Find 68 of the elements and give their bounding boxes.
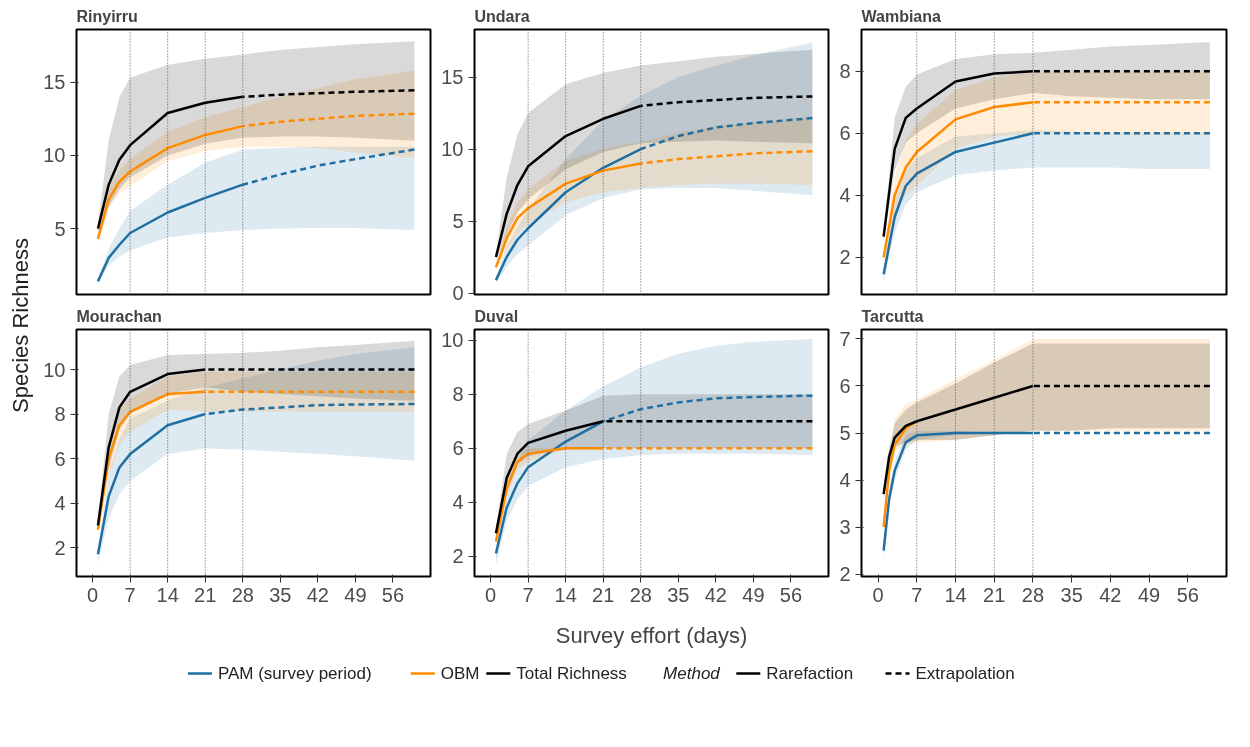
y-tick-label: 6 (54, 447, 66, 470)
x-axis-title: Survey effort (days) (555, 622, 748, 648)
x-tick-label: 49 (344, 583, 367, 606)
x-tick-label: 21 (983, 583, 1006, 606)
legend-label: OBM (440, 664, 480, 683)
y-tick-label: 2 (839, 246, 851, 269)
y-tick-label: 5 (452, 210, 464, 233)
x-tick-label: 7 (124, 583, 136, 606)
x-tick-label: 42 (1099, 583, 1122, 606)
x-tick-label: 21 (592, 583, 615, 606)
text: Extrapolation (915, 664, 1015, 683)
chart-title: Wambiana (861, 7, 942, 25)
legend-label: PAM (survey period) (217, 664, 372, 683)
x-tick-label: 7 (522, 583, 534, 606)
y-tick-label: 10 (441, 329, 464, 352)
chart-title: Duval (474, 307, 519, 325)
y-tick-label: 2 (54, 536, 66, 559)
y-tick-label: 10 (441, 138, 464, 161)
y-tick-label: 8 (54, 403, 66, 426)
x-tick-label: 28 (1021, 583, 1045, 606)
x-tick-label: 14 (944, 583, 967, 606)
y-tick-label: 3 (839, 516, 851, 539)
text: Rarefaction (766, 664, 854, 683)
legend-label: Total Richness (516, 664, 627, 683)
x-tick-label: 42 (306, 583, 329, 606)
chart-title: Rinyirru (76, 7, 138, 25)
y-tick-label: 5 (54, 217, 66, 240)
y-tick-label: 10 (43, 358, 66, 381)
y-tick-label: 10 (43, 144, 66, 167)
x-tick-label: 0 (485, 583, 497, 606)
y-tick-label: 6 (452, 437, 464, 460)
x-tick-label: 21 (194, 583, 217, 606)
x-tick-label: 28 (231, 583, 254, 606)
y-tick-label: 6 (839, 122, 851, 145)
x-tick-label: 56 (779, 583, 803, 606)
y-tick-label: 8 (452, 383, 464, 406)
x-tick-label: 42 (704, 583, 727, 606)
x-tick-label: 0 (87, 583, 99, 606)
chart-title: Undara (474, 7, 530, 25)
x-tick-label: 35 (1060, 583, 1083, 606)
legend-title: Method (663, 664, 721, 683)
x-tick-label: 0 (872, 583, 884, 606)
x-tick-label: 56 (1176, 583, 1199, 606)
x-tick-label: 14 (156, 583, 179, 606)
y-tick-label: 0 (452, 282, 464, 305)
y-tick-label: 2 (839, 563, 851, 586)
y-tick-label: 6 (839, 374, 851, 397)
y-tick-label: 4 (54, 492, 66, 515)
y-tick-label: 4 (839, 184, 851, 207)
y-tick-label: 15 (441, 66, 464, 89)
y-tick-label: 2 (452, 545, 464, 568)
x-tick-label: 28 (629, 583, 652, 606)
x-tick-label: 49 (1137, 583, 1161, 606)
chart-title: Mourachan (76, 307, 162, 325)
x-tick-label: 56 (381, 583, 405, 606)
x-tick-label: 49 (742, 583, 765, 606)
y-tick-label: 4 (839, 469, 851, 492)
x-tick-label: 35 (667, 583, 690, 606)
y-tick-label: 7 (839, 327, 851, 350)
x-tick-label: 14 (554, 583, 577, 606)
y-axis-title: Species Richness (8, 238, 33, 413)
chart-title: Tarcutta (861, 307, 924, 325)
y-tick-label: 8 (839, 60, 851, 83)
x-tick-label: 7 (911, 583, 923, 606)
y-tick-label: 4 (452, 491, 464, 514)
y-tick-label: 5 (839, 422, 851, 444)
y-tick-label: 15 (43, 71, 66, 94)
x-tick-label: 35 (269, 583, 292, 606)
